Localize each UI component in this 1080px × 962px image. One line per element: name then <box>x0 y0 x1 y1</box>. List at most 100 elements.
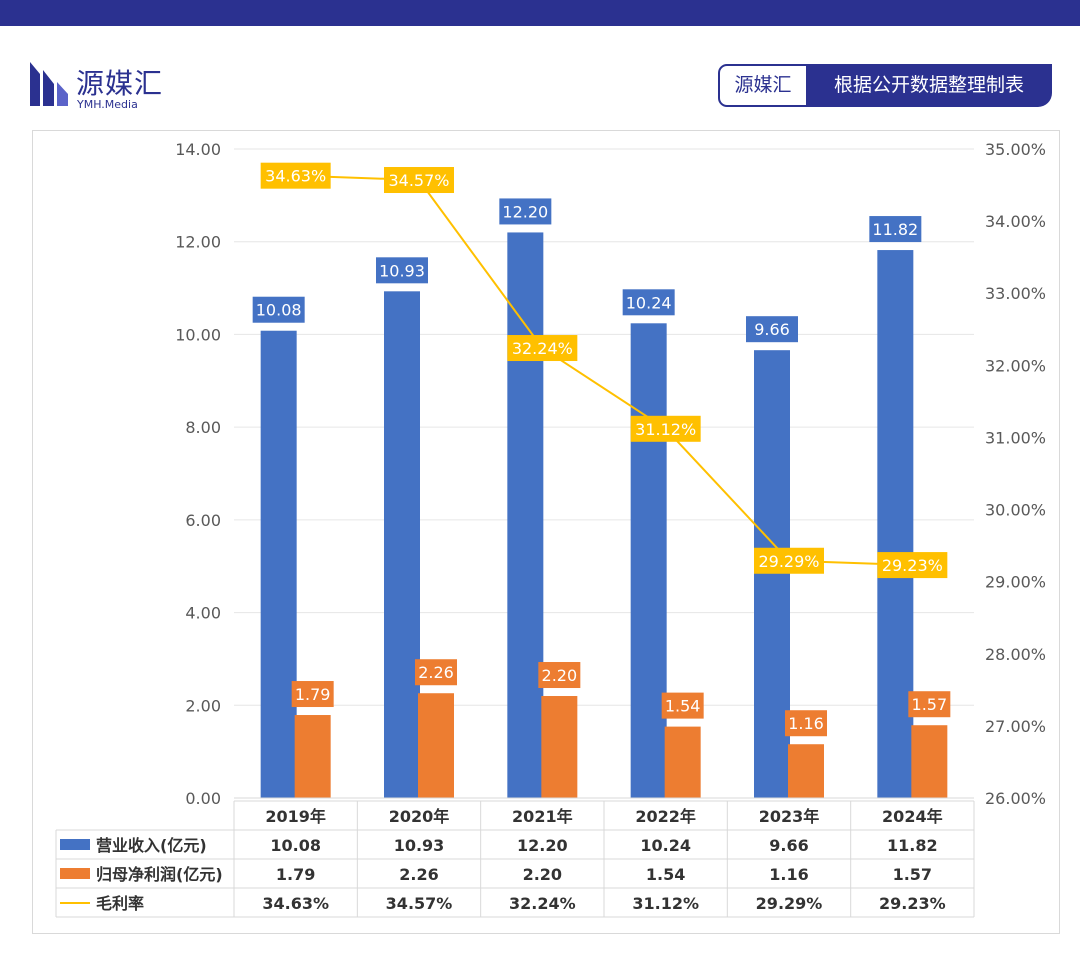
y-right-tick-label: 31.00% <box>985 428 1046 447</box>
source-text: 根据公开数据整理制表 <box>806 64 1052 107</box>
table-cell-value: 10.08 <box>270 836 321 855</box>
profit-data-label: 1.54 <box>665 697 701 716</box>
table-cell-value: 2.26 <box>399 865 438 884</box>
profit-data-label-bg <box>415 659 457 686</box>
revenue-data-label-bg <box>376 257 428 284</box>
table-cell-value: 9.66 <box>769 836 808 855</box>
revenue-bar <box>877 250 914 798</box>
margin-data-label: 29.23% <box>882 556 943 575</box>
y-right-tick-label: 29.00% <box>985 573 1046 592</box>
margin-data-label: 34.57% <box>388 171 449 190</box>
y-right-tick-label: 27.00% <box>985 717 1046 736</box>
y-right-tick-label: 28.00% <box>985 645 1046 664</box>
x-category-label: 2023年 <box>759 807 820 826</box>
y-right-tick-label: 30.00% <box>985 501 1046 520</box>
profit-data-label: 1.16 <box>788 714 824 733</box>
table-cell-value: 29.29% <box>756 894 823 913</box>
legend-series-name: 毛利率 <box>96 894 144 913</box>
profit-data-label-bg <box>291 681 334 708</box>
profit-data-label: 2.20 <box>542 666 578 685</box>
margin-data-label-bg <box>384 167 454 194</box>
x-category-label: 2020年 <box>389 807 450 826</box>
top-banner <box>0 0 1080 26</box>
table-cell-value: 1.16 <box>769 865 808 884</box>
revenue-bar <box>630 323 667 798</box>
table-cell-value: 12.20 <box>517 836 568 855</box>
profit-bar <box>664 726 701 798</box>
revenue-data-label: 9.66 <box>754 320 790 339</box>
margin-data-label: 34.63% <box>265 167 326 186</box>
logo-mark-icon <box>30 62 68 106</box>
legend-swatch <box>60 839 90 850</box>
y-right-tick-label: 34.00% <box>985 212 1046 231</box>
x-category-label: 2019年 <box>265 807 326 826</box>
y-left-tick-label: 10.00 <box>175 325 221 344</box>
revenue-data-label: 12.20 <box>502 202 548 221</box>
table-cell-value: 32.24% <box>509 894 576 913</box>
legend-swatch <box>60 868 90 879</box>
brand-logo: 源媒汇 YMH.Media <box>30 60 180 112</box>
table-cell-value: 1.57 <box>893 865 932 884</box>
revenue-bar <box>507 232 544 798</box>
table-cell-value: 1.54 <box>646 865 685 884</box>
table-cell-value: 10.24 <box>640 836 691 855</box>
y-left-tick-label: 0.00 <box>185 789 221 808</box>
revenue-bar <box>754 350 790 798</box>
revenue-data-label: 10.24 <box>626 293 672 312</box>
y-left-tick-label: 8.00 <box>185 418 221 437</box>
x-category-label: 2024年 <box>882 807 943 826</box>
profit-bar <box>418 693 454 798</box>
y-left-tick-label: 6.00 <box>185 511 221 530</box>
table-cell-value: 11.82 <box>887 836 938 855</box>
table-cell-value: 2.20 <box>523 865 562 884</box>
margin-data-label: 32.24% <box>512 339 573 358</box>
revenue-data-label-bg <box>499 198 552 225</box>
source-tag: 源媒汇 根据公开数据整理制表 <box>718 64 1052 107</box>
margin-data-label-bg <box>877 552 948 579</box>
profit-bar <box>541 696 578 798</box>
y-left-tick-label: 12.00 <box>175 233 221 252</box>
revenue-data-label-bg <box>746 316 798 343</box>
profit-data-label-bg <box>785 710 827 737</box>
chart-frame <box>32 130 1060 934</box>
profit-bar <box>294 715 331 798</box>
revenue-data-label: 10.93 <box>379 261 425 280</box>
margin-data-label: 29.29% <box>758 552 819 571</box>
revenue-bar <box>260 330 297 798</box>
profit-data-label: 1.57 <box>912 695 948 714</box>
source-brand: 源媒汇 <box>718 64 808 107</box>
margin-data-label: 31.12% <box>635 420 696 439</box>
y-right-tick-label: 26.00% <box>985 789 1046 808</box>
x-category-label: 2022年 <box>635 807 696 826</box>
profit-bar <box>788 744 824 798</box>
y-left-tick-label: 14.00 <box>175 140 221 159</box>
y-right-tick-label: 32.00% <box>985 356 1046 375</box>
table-cell-value: 34.63% <box>262 894 329 913</box>
profit-bar <box>911 725 948 798</box>
revenue-data-label-bg <box>869 216 922 243</box>
table-cell-value: 1.79 <box>276 865 315 884</box>
revenue-bar <box>384 291 420 798</box>
revenue-data-label-bg <box>622 289 675 316</box>
y-left-tick-label: 2.00 <box>185 696 221 715</box>
revenue-data-label: 10.08 <box>256 301 302 320</box>
brand-domain: YMH.Media <box>77 98 138 111</box>
y-left-tick-label: 4.00 <box>185 604 221 623</box>
y-right-tick-label: 35.00% <box>985 140 1046 159</box>
revenue-data-label: 11.82 <box>872 220 918 239</box>
margin-data-label-bg <box>507 335 578 362</box>
table-cell-value: 29.23% <box>879 894 946 913</box>
profit-data-label-bg <box>661 692 704 719</box>
legend-series-name: 营业收入(亿元) <box>96 836 207 855</box>
margin-data-label-bg <box>754 547 824 574</box>
margin-data-label-bg <box>630 415 701 442</box>
brand-name: 源媒汇 <box>76 67 164 100</box>
legend-series-name: 归母净利润(亿元) <box>96 865 223 884</box>
x-category-label: 2021年 <box>512 807 573 826</box>
margin-data-label-bg <box>260 162 331 189</box>
table-cell-value: 10.93 <box>394 836 445 855</box>
profit-data-label-bg <box>538 662 581 689</box>
revenue-data-label-bg <box>252 296 305 323</box>
profit-data-label-bg <box>908 691 951 718</box>
